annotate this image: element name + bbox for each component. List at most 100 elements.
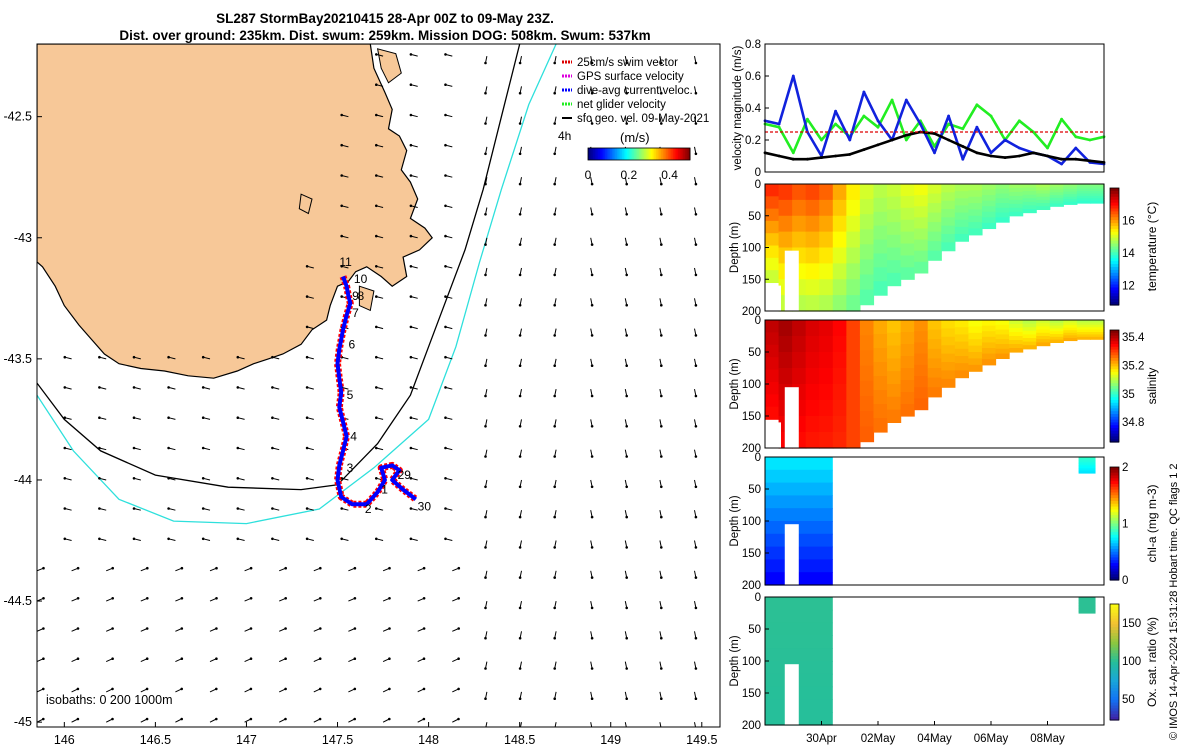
velocity-arrow-head — [167, 355, 170, 359]
profile-cell — [805, 279, 820, 296]
colorbar-cell — [1110, 529, 1119, 533]
profile-cell — [1063, 337, 1078, 342]
profile-cell — [1022, 323, 1037, 328]
velocity-arrow-head — [63, 386, 67, 389]
velocity-arrow-head — [660, 394, 663, 398]
velocity-arrow-head — [484, 213, 487, 216]
profile-cell — [1036, 184, 1051, 188]
profile-cell — [1078, 460, 1096, 463]
velocity-arrow-head — [42, 687, 45, 691]
velocity-point — [1046, 154, 1049, 158]
velocity-arrow-head — [409, 53, 413, 56]
colorbar-cell — [1110, 425, 1119, 429]
colorbar-cell — [1110, 531, 1119, 536]
profile-cell — [778, 320, 793, 337]
profile-cell — [1078, 600, 1096, 603]
profile-cell — [995, 203, 1010, 209]
velocity-arrow-head — [444, 113, 447, 117]
profile-cell — [1036, 320, 1051, 324]
profile-cell — [941, 192, 956, 202]
profile-cell — [1063, 320, 1078, 324]
velocity-arrow-head — [484, 152, 487, 156]
profile-cell — [900, 404, 915, 417]
velocity-arrow-head — [215, 566, 218, 570]
profile-cell — [805, 400, 820, 417]
profile-cell — [914, 342, 929, 355]
profile-cell — [1036, 326, 1051, 331]
map-y-tick-label: -43.5 — [4, 352, 33, 366]
colorbar-cell — [1110, 433, 1119, 437]
profile-cell — [765, 521, 833, 535]
profile-cell — [927, 241, 942, 252]
profile-cell — [1049, 320, 1064, 324]
colorbar-label: temperature (°C) — [1145, 202, 1159, 292]
velocity-arrow-head — [518, 485, 522, 489]
colorbar-cell — [1110, 670, 1119, 675]
colorbar-cell — [620, 148, 623, 160]
profile-cell — [1022, 334, 1037, 339]
profile-cell — [765, 332, 780, 346]
colorbar-cell — [1110, 346, 1119, 351]
colorbar-cell — [659, 148, 662, 160]
profile-cell — [1063, 327, 1078, 331]
velocity-arrow-head — [284, 597, 288, 600]
profile-cell — [1036, 336, 1051, 340]
velocity-arrow-head — [409, 537, 413, 541]
colorbar-cell — [1110, 349, 1119, 353]
velocity-arrow-head — [444, 416, 447, 420]
profile-cell — [1049, 189, 1064, 193]
profile-y-tick-label: 0 — [755, 315, 761, 327]
profile-cell — [1078, 597, 1096, 600]
velocity-arrow-head — [660, 182, 663, 186]
velocity-arrow — [485, 722, 488, 727]
profile-cell — [805, 432, 820, 449]
velocity-arrow-head — [201, 355, 205, 359]
velocity-arrow-head — [98, 355, 101, 359]
colorbar-cell — [1110, 290, 1119, 294]
velocity-arrow-head — [63, 355, 67, 359]
track-day-label: 10 — [354, 272, 368, 286]
colorbar-cell — [1110, 685, 1119, 689]
velocity-point — [1003, 138, 1007, 142]
velocity-arrow-head — [132, 537, 136, 541]
profile-cell — [859, 411, 875, 427]
velocity-arrow-head — [695, 728, 698, 731]
velocity-arrow-head — [694, 667, 698, 670]
profile-cell — [981, 217, 997, 224]
velocity-arrow-head — [553, 303, 556, 307]
profile-cell — [765, 533, 833, 548]
profile-cell — [968, 209, 983, 217]
velocity-arrow-head — [111, 566, 114, 570]
profile-cell — [1090, 322, 1105, 326]
velocity-arrow-head — [660, 303, 663, 307]
profile-cell — [846, 400, 861, 417]
colorbar-cell — [1110, 344, 1119, 348]
colorbar-cell — [1110, 299, 1119, 303]
colorbar-cell — [610, 148, 613, 160]
profile-cell — [832, 336, 847, 353]
velocity-arrow-head — [305, 507, 309, 510]
profile-cell — [846, 231, 861, 249]
profile-cell — [900, 380, 915, 393]
velocity-arrow-head — [375, 416, 378, 420]
colorbar-cell — [650, 148, 654, 160]
colorbar-cell — [1110, 656, 1119, 660]
velocity-arrow-head — [590, 697, 594, 700]
colorbar-tick-label: 35.4 — [1122, 332, 1145, 344]
colorbar-cell — [1110, 249, 1119, 253]
velocity-arrow-head — [518, 394, 522, 398]
colorbar-cell — [1110, 332, 1119, 337]
profile-cell — [832, 384, 847, 401]
profile-cell — [765, 609, 833, 624]
profile-cell — [778, 231, 793, 249]
profile-cell — [1009, 336, 1024, 341]
profile-y-label: Depth (m) — [729, 635, 741, 686]
profile-cell — [941, 225, 956, 235]
colorbar-tick-label: 150 — [1122, 618, 1141, 630]
profile-cell — [927, 222, 942, 233]
velocity-arrow-head — [42, 597, 45, 600]
track-day-label: 8 — [358, 289, 365, 303]
profile-cell — [873, 197, 888, 213]
profile-cell — [1078, 598, 1096, 601]
velocity-arrow-head — [694, 122, 698, 125]
